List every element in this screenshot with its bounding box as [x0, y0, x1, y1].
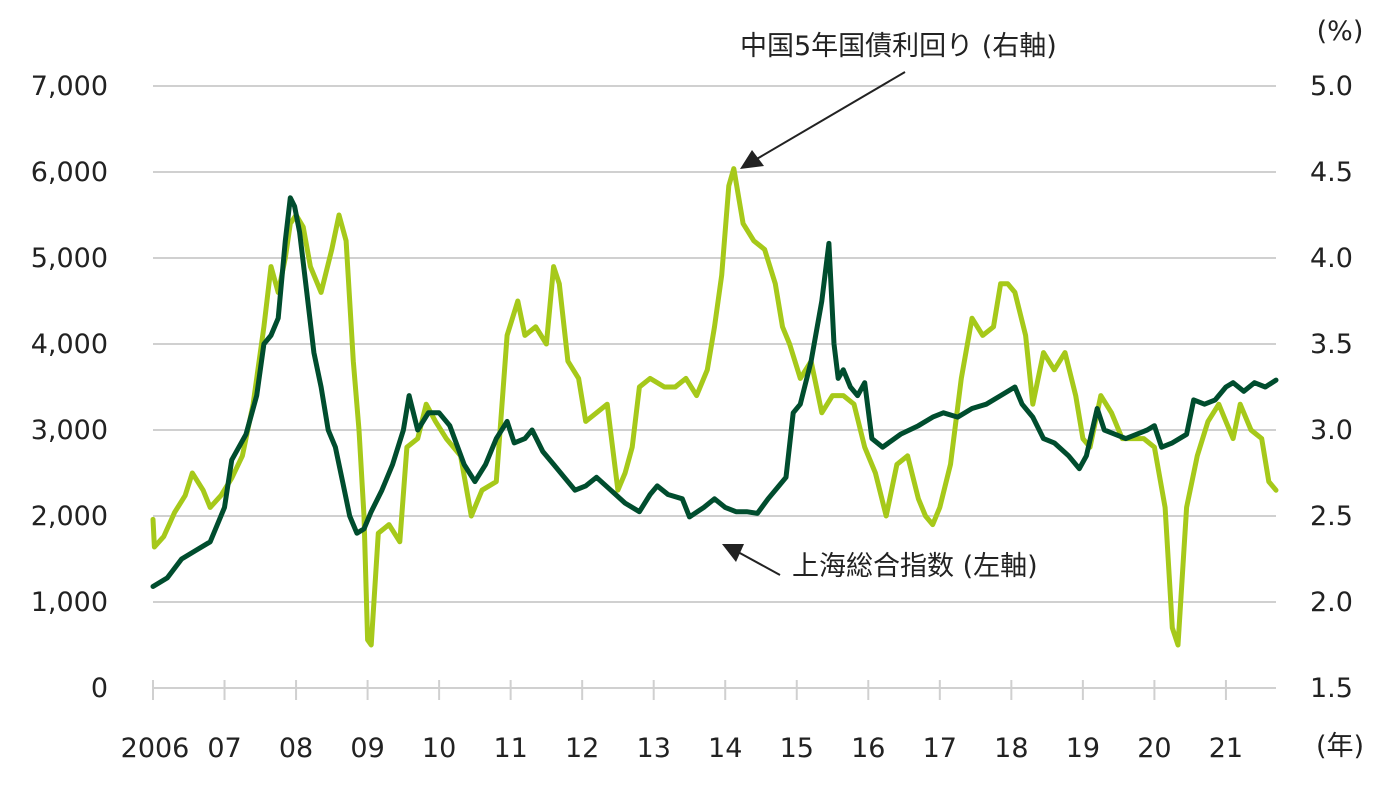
x-tick-label: 09 — [350, 733, 384, 764]
shanghai-index-line — [150, 195, 1279, 589]
x-tick-label: 19 — [1066, 733, 1100, 764]
x-tick-label: 18 — [994, 733, 1028, 764]
x-tick-label: 11 — [493, 733, 527, 764]
right-y-tick-label: 1.5 — [1310, 673, 1353, 704]
x-tick-label: 15 — [780, 733, 814, 764]
left-y-tick-label: 2,000 — [31, 501, 108, 532]
shanghai-annotation-arrow-line — [737, 551, 781, 576]
left-y-tick-label: 6,000 — [31, 157, 108, 188]
right-y-axis: 5.0 4.5 4.0 3.5 3.0 2.5 2.0 1.5 — [1310, 71, 1353, 704]
bond-annotation: 中国5年国債利回り (右軸) — [740, 31, 1057, 169]
x-tick-label: 13 — [637, 733, 671, 764]
right-axis-unit-label: (%) — [1317, 16, 1364, 47]
x-tick-label: 10 — [422, 733, 456, 764]
shanghai-annotation: 上海総合指数 (左軸) — [722, 544, 1038, 582]
x-tick-label: 21 — [1209, 733, 1243, 764]
x-tick-label: 2006 — [121, 733, 190, 764]
grid-lines — [153, 85, 1276, 603]
x-tick-label: 12 — [565, 733, 599, 764]
bond-yield-line — [150, 166, 1279, 648]
x-tick-label: 16 — [851, 733, 885, 764]
left-y-tick-label: 0 — [91, 673, 108, 704]
bond-annotation-label: 中国5年国債利回り (右軸) — [740, 31, 1057, 62]
left-y-tick-label: 4,000 — [31, 329, 108, 360]
x-axis: 2006 07 08 09 10 11 12 13 14 15 16 17 18 19 20 21 — [121, 680, 1276, 764]
left-y-tick-label: 3,000 — [31, 415, 108, 446]
right-y-tick-label: 5.0 — [1310, 71, 1353, 102]
x-axis-unit-label: (年) — [1316, 731, 1364, 762]
right-y-tick-label: 4.0 — [1310, 243, 1353, 274]
left-y-tick-label: 7,000 — [31, 71, 108, 102]
x-tick-label: 17 — [923, 733, 957, 764]
shanghai-annotation-label: 上海総合指数 (左軸) — [792, 551, 1038, 582]
shanghai-annotation-arrowhead — [722, 544, 744, 562]
right-y-tick-label: 3.0 — [1310, 415, 1353, 446]
right-y-tick-label: 3.5 — [1310, 329, 1353, 360]
x-tick-label: 07 — [207, 733, 241, 764]
right-y-tick-label: 2.5 — [1310, 501, 1353, 532]
x-tick-label: 14 — [708, 733, 742, 764]
x-tick-label: 08 — [279, 733, 313, 764]
bond-annotation-arrow-line — [754, 71, 906, 161]
left-y-tick-label: 1,000 — [31, 587, 108, 618]
left-y-tick-label: 5,000 — [31, 243, 108, 274]
series-lines — [150, 166, 1279, 648]
right-y-tick-label: 4.5 — [1310, 157, 1353, 188]
right-y-tick-label: 2.0 — [1310, 587, 1353, 618]
left-y-axis: 7,000 6,000 5,000 4,000 3,000 2,000 1,000 0 — [31, 71, 108, 704]
x-tick-label: 20 — [1137, 733, 1171, 764]
bond-annotation-arrowhead — [740, 150, 764, 169]
